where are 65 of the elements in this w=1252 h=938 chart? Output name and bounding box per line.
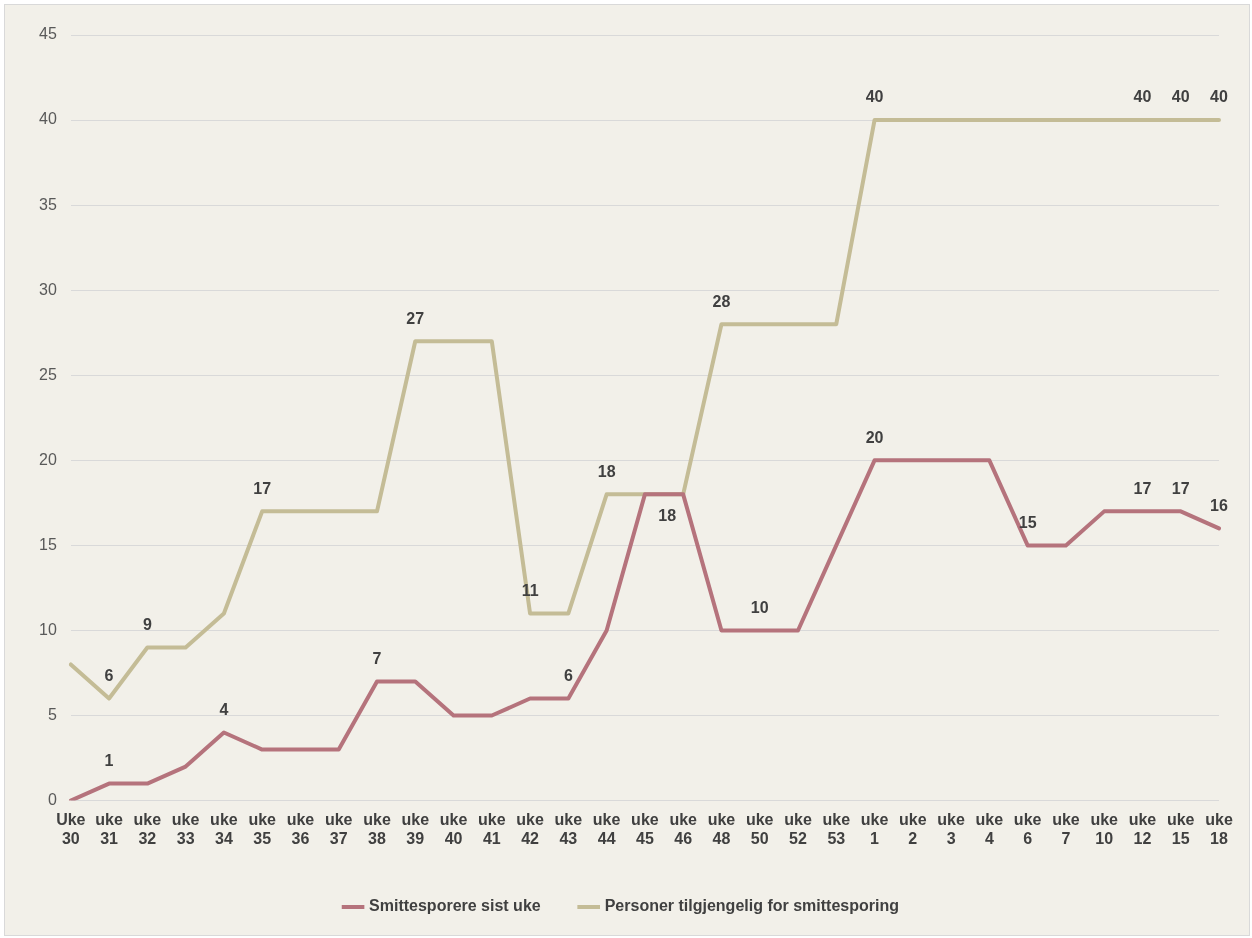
y-tick-label: 0 (47, 791, 57, 809)
x-tick-label: uke 6 (1013, 810, 1042, 847)
data-label: 17 (1133, 479, 1152, 497)
data-label: 18 (658, 506, 677, 524)
x-tick-label: uke 43 (554, 810, 583, 847)
x-tick-label: uke 10 (1090, 810, 1119, 847)
x-tick-label: uke 39 (401, 810, 430, 847)
data-label: 10 (750, 598, 769, 616)
data-label: 1 (104, 751, 114, 769)
x-tick-label: Uke 30 (56, 810, 86, 847)
x-tick-label: uke 41 (478, 810, 506, 847)
x-tick-label: uke 46 (669, 810, 698, 847)
y-tick-label: 5 (47, 705, 57, 723)
data-label: 6 (563, 666, 573, 684)
data-label: 17 (253, 479, 272, 497)
x-tick-label: uke 3 (937, 810, 965, 847)
x-tick-label: uke 1 (860, 810, 889, 847)
x-tick-label: uke 48 (707, 810, 736, 847)
y-tick-label: 30 (39, 280, 57, 298)
x-tick-label: uke 12 (1128, 810, 1157, 847)
x-tick-label: uke 45 (631, 810, 659, 847)
x-tick-label: uke 38 (363, 810, 391, 847)
x-tick-label: uke 4 (975, 810, 1004, 847)
y-tick-label: 35 (39, 195, 57, 213)
data-label: 17 (1171, 479, 1190, 497)
y-tick-label: 45 (39, 25, 57, 43)
x-tick-label: uke 33 (171, 810, 200, 847)
x-tick-label: uke 53 (822, 810, 851, 847)
data-label: 18 (597, 462, 616, 480)
x-tick-label: uke 36 (286, 810, 315, 847)
data-label: 11 (521, 581, 539, 599)
data-label: 20 (865, 428, 884, 446)
x-tick-label: uke 42 (516, 810, 544, 847)
y-tick-label: 40 (39, 110, 57, 128)
x-tick-label: uke 52 (784, 810, 812, 847)
x-tick-label: uke 2 (899, 810, 927, 847)
data-label: 15 (1018, 513, 1037, 531)
x-tick-label: uke 44 (592, 810, 621, 847)
x-tick-label: uke 35 (248, 810, 277, 847)
x-tick-label: uke 31 (95, 810, 123, 847)
data-label: 40 (1133, 88, 1152, 106)
data-label: 9 (142, 615, 152, 633)
data-label: 40 (865, 88, 884, 106)
x-tick-label: uke 15 (1166, 810, 1195, 847)
data-label: 4 (219, 700, 229, 718)
legend-label: Smittesporere sist uke (369, 897, 541, 915)
x-tick-label: uke 18 (1205, 810, 1233, 847)
y-tick-label: 10 (39, 620, 57, 638)
data-label: 7 (372, 649, 382, 667)
data-label: 40 (1210, 88, 1228, 106)
x-tick-label: uke 32 (133, 810, 162, 847)
x-tick-label: uke 34 (210, 810, 238, 847)
x-tick-label: uke 7 (1052, 810, 1080, 847)
data-label: 28 (712, 292, 731, 310)
y-tick-label: 20 (39, 450, 57, 468)
data-label: 27 (406, 309, 425, 327)
legend-label: Personer tilgjengelig for smittesporing (604, 897, 899, 915)
y-tick-label: 25 (39, 365, 57, 383)
data-label: 40 (1171, 88, 1190, 106)
y-tick-label: 15 (39, 535, 57, 553)
data-label: 6 (104, 666, 114, 684)
x-tick-label: uke 40 (439, 810, 468, 847)
x-tick-label: uke 50 (745, 810, 774, 847)
x-tick-label: uke 37 (324, 810, 353, 847)
data-label: 16 (1210, 496, 1228, 514)
